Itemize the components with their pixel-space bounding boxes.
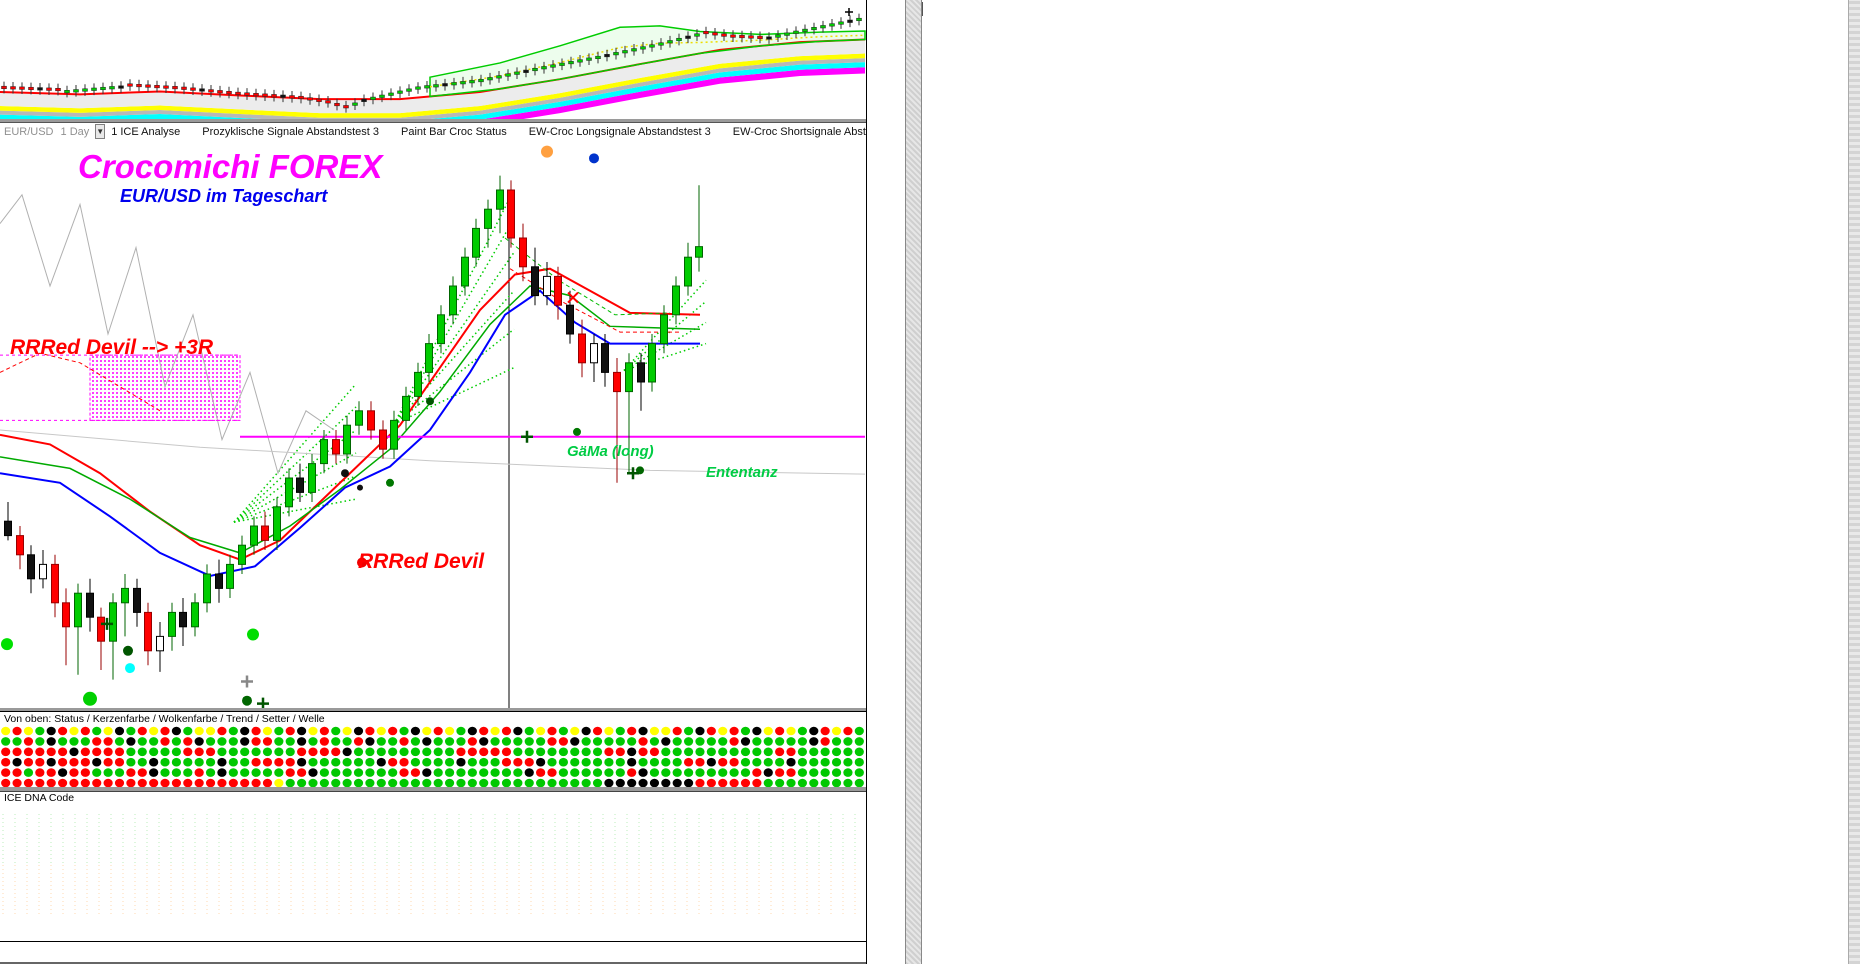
panel-divider[interactable] (0, 787, 905, 792)
interval-dropdown-button[interactable]: ▼ (95, 124, 106, 139)
mini-overview-chart[interactable] (0, 0, 866, 119)
toolbar-item-3[interactable]: EW-Croc Longsignale Abstandstest 3 (528, 125, 711, 138)
interval-label: 1 Day (60, 125, 90, 138)
symbol-label: EUR/USD (4, 125, 54, 138)
time-axis (0, 941, 905, 963)
scrollbar-strip[interactable] (1848, 0, 1860, 964)
panel-divider[interactable] (0, 119, 905, 123)
panel-divider[interactable] (0, 708, 905, 711)
price-axis-column[interactable] (866, 0, 905, 964)
main-price-chart[interactable] (0, 140, 866, 708)
vertical-splitter[interactable] (905, 0, 922, 964)
ice-dna-code-panel[interactable] (0, 791, 866, 941)
toolbar-item-2[interactable]: Paint Bar Croc Status (401, 125, 507, 138)
toolbar-item-0[interactable]: 1 ICE Analyse (111, 125, 181, 138)
indicator-tabs: 1 ICE Analyse Prozyklische Signale Abstan… (111, 126, 905, 138)
status-panel-header: Von oben: Status / Kerzenfarbe / Wolkenf… (0, 711, 905, 725)
status-dots-panel[interactable] (0, 725, 866, 787)
ice-dna-code-label: ICE DNA Code (4, 792, 75, 804)
chart-toolbar: EUR/USD 1 Day ▼ 1 ICE Analyse Prozyklisch… (0, 123, 905, 141)
toolbar-item-4[interactable]: EW-Croc Shortsignale Abstandstest 3 (732, 125, 905, 138)
toolbar-item-1[interactable]: Prozyklische Signale Abstandstest 3 (202, 125, 379, 138)
next-panel-edge (0, 962, 905, 964)
